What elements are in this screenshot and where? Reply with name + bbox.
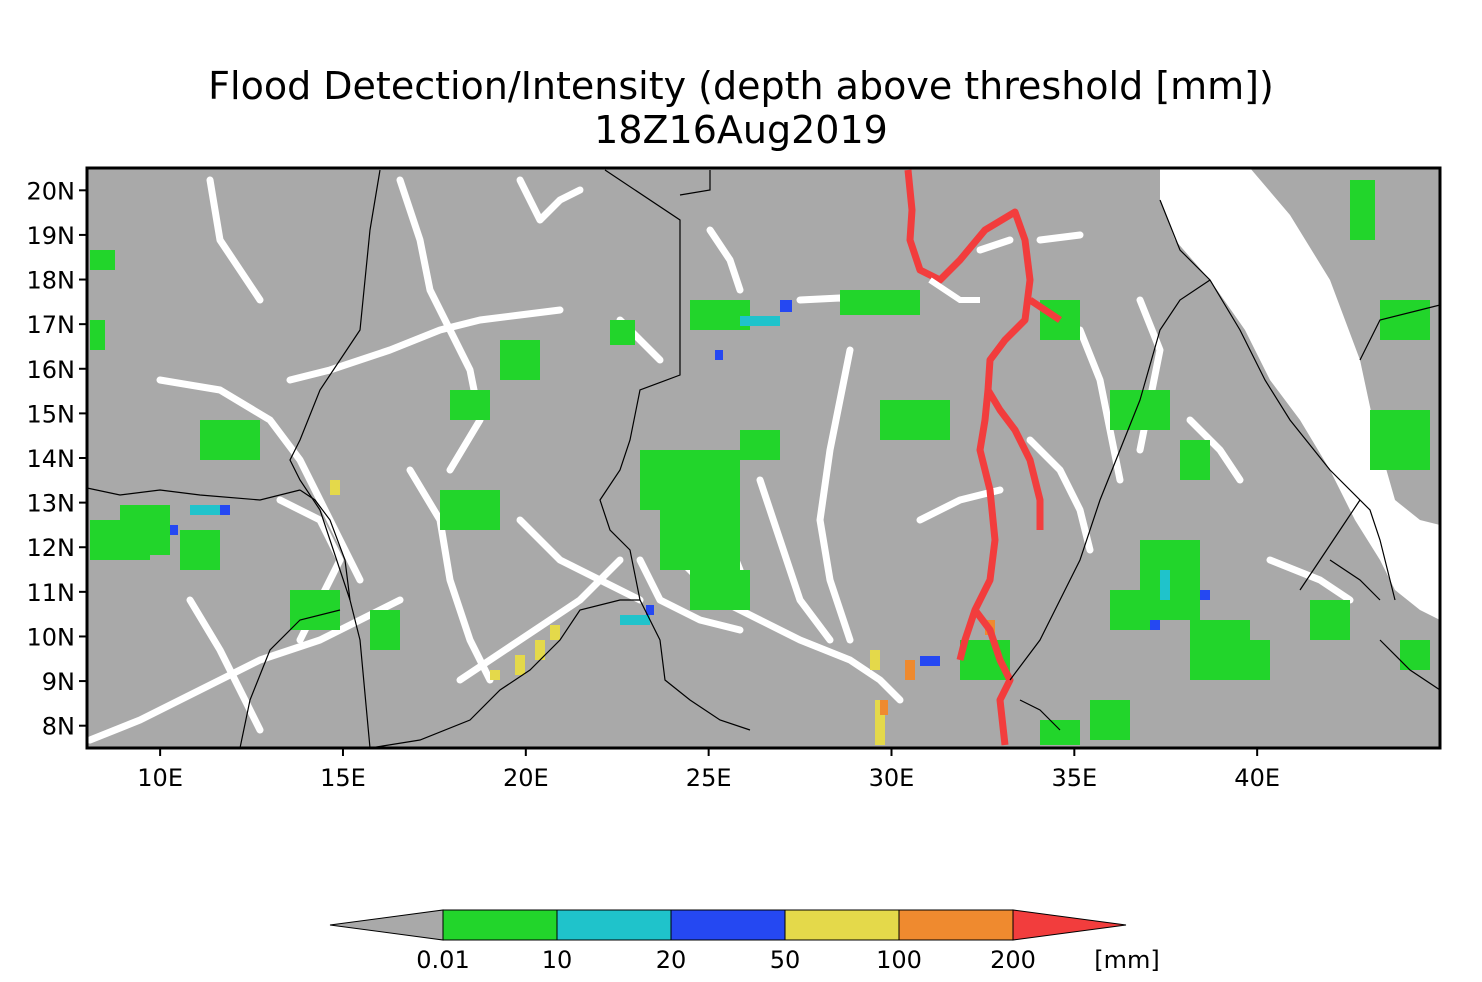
lat-tick-label: 13N xyxy=(27,490,76,518)
lat-tick-label: 12N xyxy=(27,534,76,562)
lon-tick-label: 15E xyxy=(320,764,366,792)
latitude-axis: 20N 19N 18N 17N 16N 15N 14N 13N 12N 11N 10N 9N 8N xyxy=(27,177,87,741)
lat-tick-label: 15N xyxy=(27,400,76,428)
lat-tick-label: 18N xyxy=(27,267,76,295)
flood-cells-200plus xyxy=(904,169,1062,746)
lon-tick-label: 10E xyxy=(137,764,183,792)
lat-tick-label: 11N xyxy=(27,579,76,607)
colorbar-unit: [mm] xyxy=(1094,946,1159,974)
flood-cells-low xyxy=(90,180,1430,745)
lat-tick-label: 10N xyxy=(27,623,76,651)
lon-tick-label: 20E xyxy=(503,764,549,792)
lat-tick-label: 8N xyxy=(42,713,75,741)
colorbar-tick-label: 10 xyxy=(542,946,573,974)
map-subtitle: 18Z16Aug2019 xyxy=(594,108,888,152)
colorbar-segment xyxy=(556,909,672,941)
lat-tick-label: 20N xyxy=(27,177,76,205)
colorbar-high-arrow xyxy=(1012,909,1127,941)
lon-tick-label: 35E xyxy=(1051,764,1097,792)
nile-river xyxy=(928,277,980,303)
lon-tick-label: 25E xyxy=(686,764,732,792)
lon-tick-label: 30E xyxy=(869,764,915,792)
colorbar-tick-label: 0.01 xyxy=(416,946,469,974)
colorbar-segment xyxy=(670,909,786,941)
map-title: Flood Detection/Intensity (depth above t… xyxy=(208,64,1274,108)
colorbar-tick-label: 200 xyxy=(990,946,1036,974)
colorbar-tick-label: 50 xyxy=(770,946,801,974)
flood-cells-50-100 xyxy=(330,480,885,745)
colorbar-segment xyxy=(442,909,558,941)
colorbar-segment xyxy=(898,909,1014,941)
lon-tick-label: 40E xyxy=(1234,764,1280,792)
lat-tick-label: 19N xyxy=(27,222,76,250)
colorbar-tick-label: 20 xyxy=(656,946,687,974)
lat-tick-label: 14N xyxy=(27,445,76,473)
flood-cells-10-20 xyxy=(190,316,1170,625)
colorbar-low-arrow xyxy=(329,909,444,941)
colorbar-segment xyxy=(784,909,900,941)
lat-tick-label: 16N xyxy=(27,356,76,384)
lat-tick-label: 9N xyxy=(42,668,75,696)
red-sea xyxy=(1160,168,1440,620)
flood-cells-20-50 xyxy=(170,300,1210,666)
longitude-axis: 10E 15E 20E 25E 30E 35E 40E xyxy=(137,748,1280,792)
lat-tick-label: 17N xyxy=(27,311,76,339)
colorbar: 0.01 10 20 50 100 200 [mm] xyxy=(329,909,1160,974)
colorbar-tick-label: 100 xyxy=(876,946,922,974)
country-borders xyxy=(87,169,1440,748)
